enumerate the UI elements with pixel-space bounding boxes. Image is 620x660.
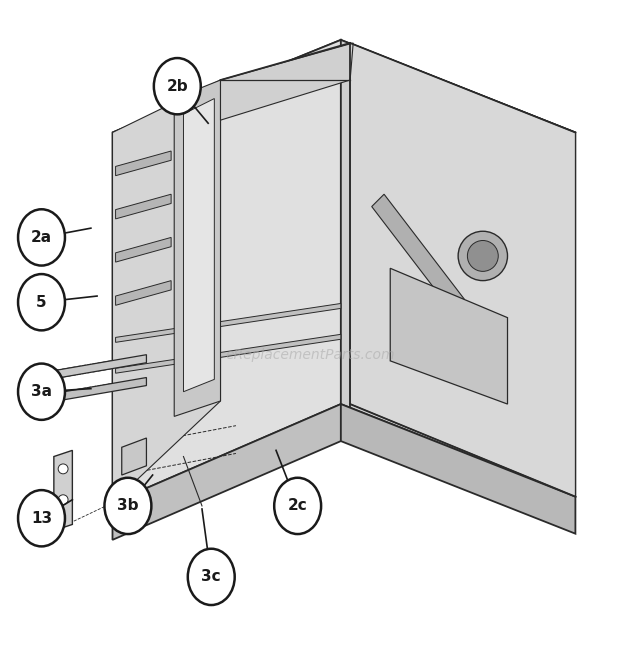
Circle shape [58,495,68,505]
Circle shape [58,464,68,474]
Polygon shape [174,80,221,416]
Text: 3c: 3c [202,570,221,584]
Text: 2b: 2b [167,79,188,94]
Polygon shape [372,194,464,312]
Polygon shape [115,238,171,262]
Polygon shape [115,335,341,373]
Polygon shape [122,438,146,475]
Text: 3b: 3b [117,498,139,513]
Polygon shape [54,450,73,531]
Polygon shape [341,40,575,496]
Ellipse shape [18,274,65,331]
Polygon shape [341,404,575,534]
Polygon shape [350,43,575,496]
Polygon shape [221,43,353,120]
Circle shape [467,240,498,271]
Text: 2a: 2a [31,230,52,245]
Polygon shape [57,354,146,378]
Ellipse shape [18,490,65,546]
Polygon shape [112,40,575,225]
Text: 13: 13 [31,511,52,526]
Circle shape [458,231,508,280]
Polygon shape [115,194,171,219]
Polygon shape [112,40,341,503]
Polygon shape [57,378,146,401]
Ellipse shape [18,209,65,265]
Ellipse shape [188,548,235,605]
Text: 5: 5 [36,295,47,310]
Polygon shape [115,151,171,176]
Ellipse shape [104,478,151,534]
Polygon shape [390,268,508,404]
Polygon shape [115,304,341,343]
Polygon shape [112,404,341,540]
Polygon shape [112,80,221,503]
Text: 3a: 3a [31,384,52,399]
Ellipse shape [154,58,201,114]
Text: eReplacementParts.com: eReplacementParts.com [225,348,395,362]
Text: 2c: 2c [288,498,308,513]
Ellipse shape [274,478,321,534]
Ellipse shape [18,364,65,420]
Polygon shape [184,98,215,392]
Polygon shape [115,280,171,306]
